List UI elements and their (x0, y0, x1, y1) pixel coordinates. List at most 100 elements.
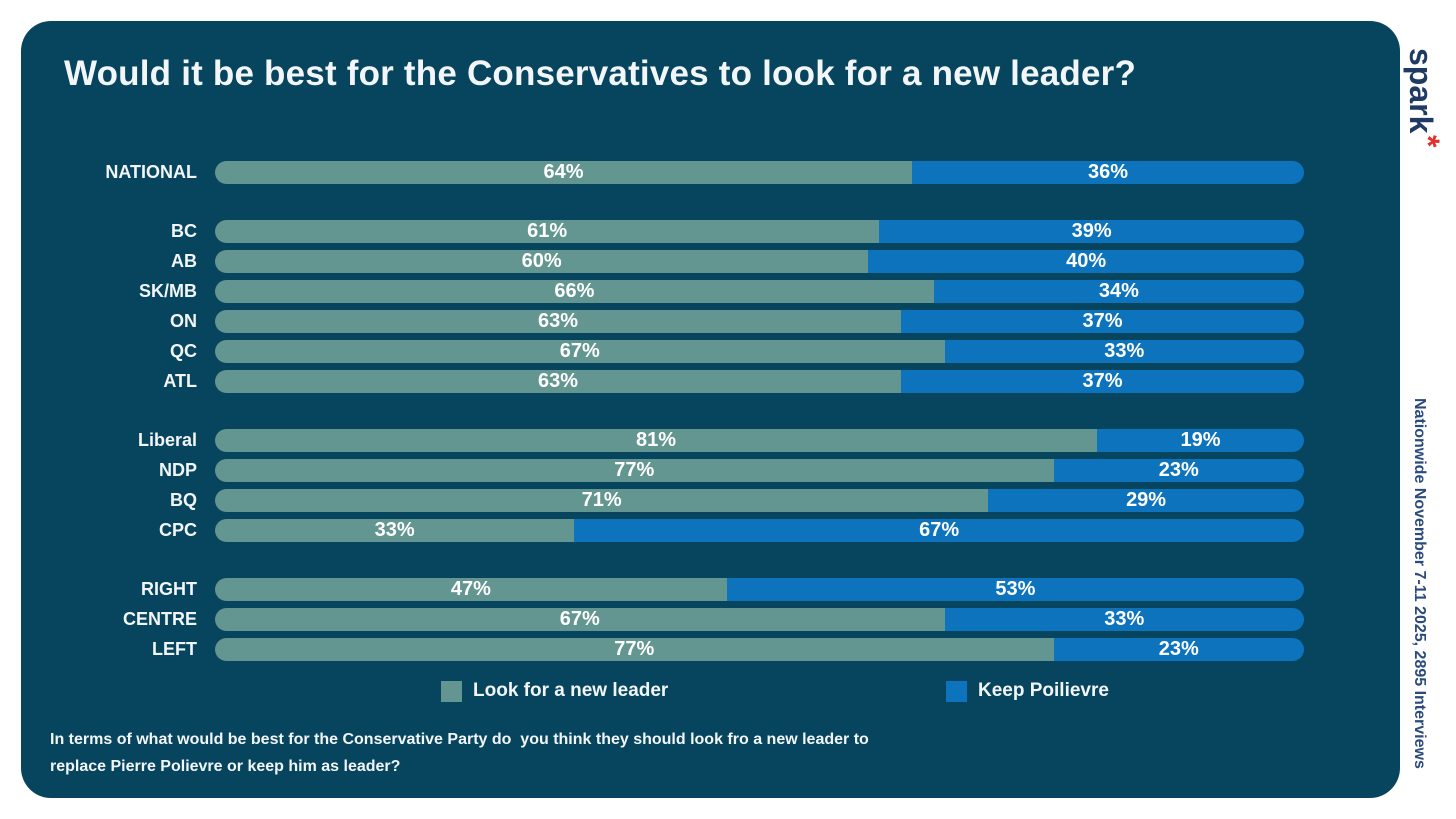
value-label: 36% (1087, 161, 1128, 183)
bar-group: NATIONAL 64% 36% (35, 161, 1335, 184)
value-label: 33% (1104, 340, 1145, 362)
page-title: Would it be best for the Conservatives t… (64, 54, 1137, 93)
spark-logo-text: spark (1403, 48, 1439, 134)
bar-track: 47% 53% (215, 578, 1304, 601)
bar-segment-new-leader: 67% (215, 608, 945, 631)
bar-segment-keep-poilievre: 37% (901, 370, 1304, 393)
bar-segment-keep-poilievre: 39% (879, 220, 1304, 243)
bar-track: 63% 37% (215, 310, 1304, 333)
legend-swatch-keep-poilievre (946, 680, 967, 702)
bar-track: 67% 33% (215, 608, 1304, 631)
value-label: 61% (527, 220, 568, 242)
bar-track: 60% 40% (215, 250, 1304, 273)
value-label: 63% (538, 310, 579, 332)
bar-segment-new-leader: 64% (215, 161, 912, 184)
poll-card: Would it be best for the Conservatives t… (21, 21, 1400, 798)
bar-segment-new-leader: 33% (215, 519, 575, 542)
bar-segment-new-leader: 81% (215, 429, 1098, 452)
bar-row: SK/MB 66% 34% (35, 280, 1335, 303)
bar-segment-new-leader: 67% (215, 340, 945, 363)
bar-segment-keep-poilievre: 19% (1097, 429, 1304, 452)
bar-row: Liberal 81% 19% (35, 429, 1335, 452)
value-label: 47% (450, 578, 491, 600)
bar-segment-keep-poilievre: 34% (933, 280, 1304, 303)
value-label: 81% (636, 429, 677, 451)
bar-segment-new-leader: 66% (215, 280, 934, 303)
category-label: ATL (163, 371, 197, 391)
bar-row: QC 67% 33% (35, 340, 1335, 363)
value-label: 67% (919, 519, 960, 541)
bar-track: 81% 19% (215, 429, 1304, 452)
bar-segment-new-leader: 63% (215, 370, 902, 393)
bar-segment-keep-poilievre: 40% (868, 250, 1304, 273)
bar-segment-keep-poilievre: 37% (901, 310, 1304, 333)
bar-row: AB 60% 40% (35, 250, 1335, 273)
category-label: Liberal (137, 430, 197, 450)
legend-label: Keep Poilievre (978, 680, 1109, 701)
bar-segment-new-leader: 47% (215, 578, 727, 601)
legend-swatch-new-leader (441, 680, 462, 702)
bar-row: BC 61% 39% (35, 220, 1335, 243)
survey-question-text: In terms of what would be best for the C… (50, 726, 1010, 780)
bar-segment-keep-poilievre: 23% (1053, 638, 1304, 661)
bar-track: 63% 37% (215, 370, 1304, 393)
category-label: LEFT (152, 639, 197, 659)
value-label: 71% (581, 489, 622, 511)
legend-label: Look for a new leader (473, 680, 669, 701)
bar-segment-keep-poilievre: 33% (944, 608, 1304, 631)
value-label: 63% (538, 370, 579, 392)
value-label: 40% (1066, 250, 1107, 272)
category-label: BQ (170, 490, 197, 510)
bar-row: NATIONAL 64% 36% (35, 161, 1335, 184)
legend-item-new-leader: Look for a new leader (441, 680, 668, 702)
value-label: 66% (554, 280, 595, 302)
value-label: 53% (995, 578, 1036, 600)
bar-row: RIGHT 47% 53% (35, 578, 1335, 601)
bar-row: NDP 77% 23% (35, 459, 1335, 482)
bar-group: BC 61% 39% AB 60% 40% SK/MB 66% 34% ON 63% 37% QC 67%… (35, 220, 1335, 393)
bar-row: ATL 63% 37% (35, 370, 1335, 393)
bar-track: 71% 29% (215, 489, 1304, 512)
spark-logo-asterisk: * (1410, 135, 1446, 148)
value-label: 77% (614, 459, 655, 481)
value-label: 67% (559, 608, 600, 630)
bar-row: CENTRE 67% 33% (35, 608, 1335, 631)
bar-segment-new-leader: 77% (215, 459, 1054, 482)
bar-row: BQ 71% 29% (35, 489, 1335, 512)
bar-segment-keep-poilievre: 23% (1053, 459, 1304, 482)
value-label: 29% (1126, 489, 1167, 511)
bar-segment-keep-poilievre: 33% (944, 340, 1304, 363)
spark-logo: spark* (1402, 48, 1446, 148)
category-label: CPC (158, 520, 197, 540)
bar-segment-new-leader: 77% (215, 638, 1054, 661)
value-label: 33% (1104, 608, 1145, 630)
bar-row: CPC 33% 67% (35, 519, 1335, 542)
survey-question-line-2: replace Pierre Polievre or keep him as l… (50, 758, 401, 775)
bar-track: 61% 39% (215, 220, 1304, 243)
bar-segment-keep-poilievre: 29% (988, 489, 1304, 512)
bar-segment-keep-poilievre: 53% (726, 578, 1304, 601)
value-label: 64% (543, 161, 584, 183)
category-label: CENTRE (122, 609, 197, 629)
category-label: NDP (158, 460, 197, 480)
value-label: 60% (521, 250, 562, 272)
bar-track: 33% 67% (215, 519, 1304, 542)
value-label: 23% (1158, 459, 1199, 481)
category-label: RIGHT (141, 579, 197, 599)
bar-track: 67% 33% (215, 340, 1304, 363)
value-label: 19% (1180, 429, 1221, 451)
category-label: ON (170, 311, 197, 331)
value-label: 23% (1158, 638, 1199, 660)
value-label: 67% (559, 340, 600, 362)
bar-group: Liberal 81% 19% NDP 77% 23% BQ 71% 29% CPC 33% 67% (35, 429, 1335, 542)
bar-row: ON 63% 37% (35, 310, 1335, 333)
bar-track: 77% 23% (215, 459, 1304, 482)
chart: NATIONAL 64% 36% BC 61% 39% AB 60% 40% SK/MB 66% 34… (35, 161, 1335, 661)
methodology-note: Nationwide November 7-11 2025, 2895 Inte… (1411, 398, 1428, 769)
bar-row: LEFT 77% 23% (35, 638, 1335, 661)
value-label: 33% (374, 519, 415, 541)
bar-segment-keep-poilievre: 36% (911, 161, 1304, 184)
value-label: 37% (1082, 310, 1123, 332)
bar-segment-keep-poilievre: 67% (574, 519, 1304, 542)
bar-track: 66% 34% (215, 280, 1304, 303)
